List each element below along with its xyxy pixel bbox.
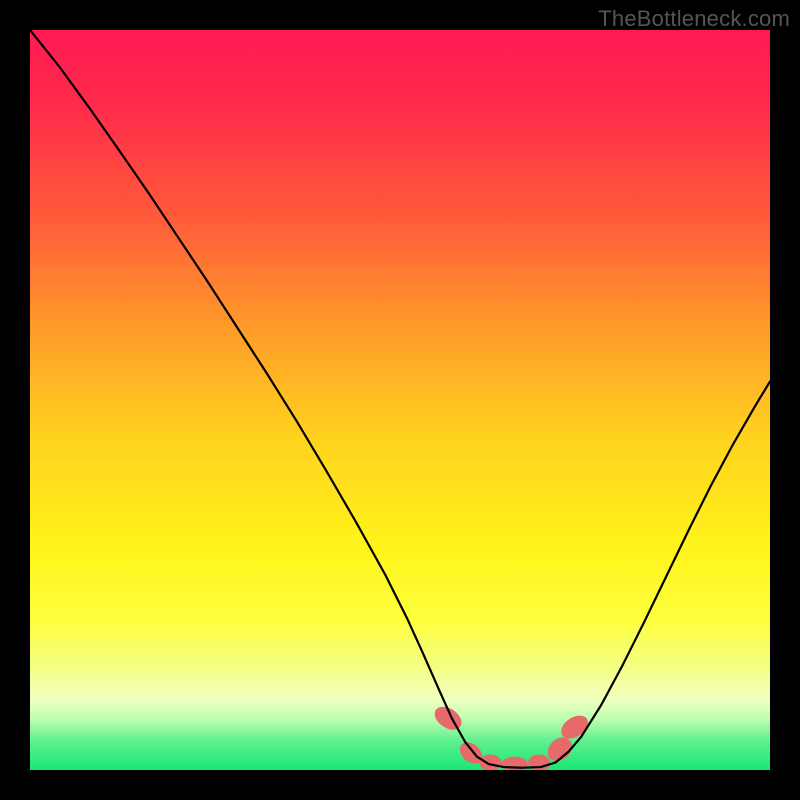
chart-root: TheBottleneck.com [0, 0, 800, 800]
watermark-text: TheBottleneck.com [598, 6, 790, 32]
gradient-bg [30, 30, 770, 770]
chart-svg [0, 0, 800, 800]
